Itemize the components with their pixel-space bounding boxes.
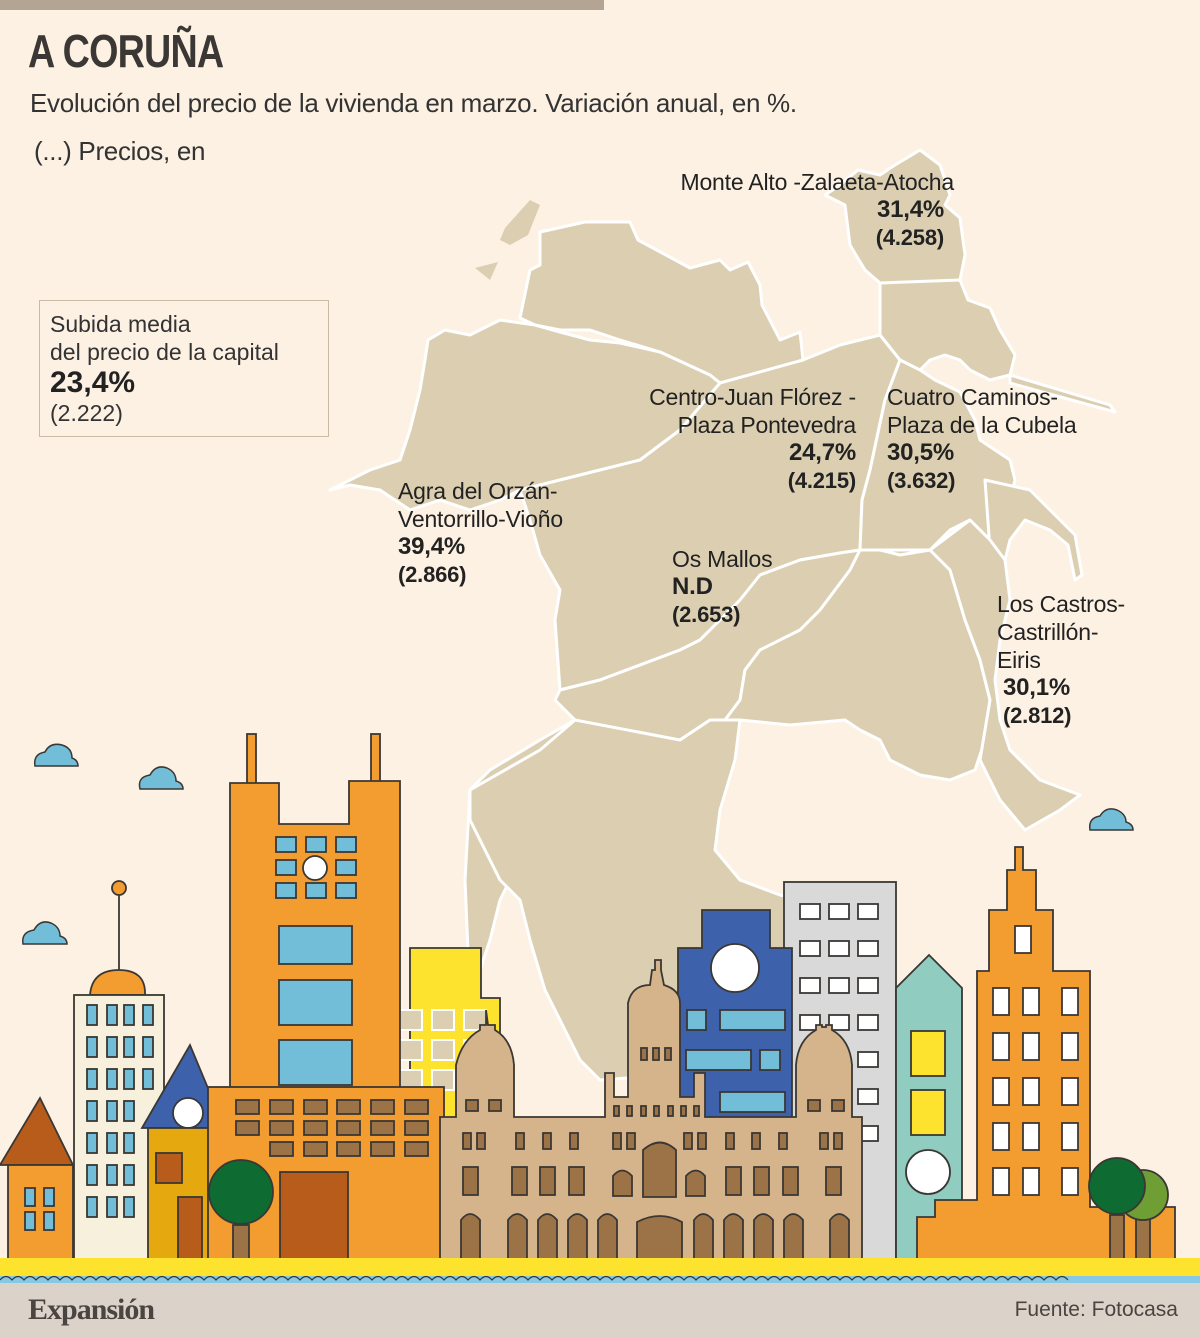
average-value: 23,4% bbox=[50, 366, 136, 399]
district-name: Centro-Juan Flórez - bbox=[649, 384, 856, 410]
district-label-agra-del-orzan: Agra del Orzán- Ventorrillo-Vioño 39,4% … bbox=[398, 477, 638, 589]
average-label-line1: Subida media bbox=[50, 311, 191, 337]
district-name: Agra del Orzán- bbox=[398, 478, 558, 504]
blue-roof-house bbox=[140, 1042, 216, 1261]
price-note: (...) Precios, en bbox=[34, 136, 206, 166]
footer: Expansión Fuente: Fotocasa bbox=[0, 1283, 1200, 1338]
district-pct: 31,4% bbox=[876, 196, 944, 223]
average-increase-box: Subida media del precio de la capital 23… bbox=[39, 300, 329, 437]
district-pct: 30,5% bbox=[887, 439, 955, 466]
district-name: Cuatro Caminos- bbox=[887, 384, 1058, 410]
district-label-centro: Centro-Juan Flórez - Plaza Pontevedra 24… bbox=[580, 383, 856, 495]
district-name: Os Mallos bbox=[672, 546, 773, 572]
top-accent-bar bbox=[0, 0, 604, 10]
district-name: Monte Alto -Zalaeta-Atocha bbox=[680, 169, 954, 195]
district-price: (2.812) bbox=[1003, 703, 1072, 728]
page-title: A CORUÑA bbox=[28, 25, 224, 77]
source-credit: Fuente: Fotocasa bbox=[1014, 1298, 1178, 1321]
blue-building bbox=[677, 909, 793, 1136]
skyline bbox=[0, 733, 1176, 1261]
district-price: (4.258) bbox=[875, 225, 945, 250]
cloud-icon bbox=[1088, 808, 1134, 831]
district-pct: 24,7% bbox=[788, 439, 856, 466]
district-label-los-castros: Los Castros- Castrillón- Eiris 30,1% (2.… bbox=[997, 590, 1177, 730]
tree-icon bbox=[208, 1159, 274, 1261]
cloud-icon bbox=[138, 766, 184, 790]
clouds bbox=[21, 743, 1134, 945]
city-hall-palace bbox=[439, 959, 863, 1261]
stepped-orange-tower bbox=[916, 846, 1176, 1261]
teal-house bbox=[895, 953, 963, 1261]
brand-logo: Expansión bbox=[28, 1293, 155, 1326]
district-label-os-mallos: Os Mallos N.D (2.653) bbox=[672, 545, 832, 629]
district-name: Castrillón- bbox=[997, 619, 1099, 645]
district-label-monte-alto: Monte Alto -Zalaeta-Atocha 31,4% (4.258) bbox=[600, 168, 954, 252]
tree-icon bbox=[1088, 1157, 1169, 1261]
district-name: Los Castros- bbox=[997, 591, 1125, 617]
average-price: (2.222) bbox=[50, 400, 123, 426]
subtitle: Evolución del precio de la vivienda en m… bbox=[30, 88, 797, 118]
district-price: (3.632) bbox=[887, 468, 956, 493]
average-label-line2: del precio de la capital bbox=[50, 339, 279, 365]
district-label-cuatro-caminos: Cuatro Caminos- Plaza de la Cubela 30,5%… bbox=[887, 383, 1137, 495]
district-pct: 30,1% bbox=[1003, 674, 1071, 701]
district-name: Plaza Pontevedra bbox=[677, 412, 857, 438]
wave-edge bbox=[0, 1275, 1069, 1281]
district-price: (2.866) bbox=[398, 562, 467, 587]
district-map bbox=[328, 148, 1117, 1082]
small-house-left bbox=[0, 1096, 75, 1261]
cloud-icon bbox=[33, 743, 79, 767]
district-name: Plaza de la Cubela bbox=[887, 412, 1077, 438]
district-price: (2.653) bbox=[672, 602, 741, 627]
district-pct: 39,4% bbox=[398, 533, 466, 560]
district-name: Eiris bbox=[997, 647, 1041, 673]
cloud-icon bbox=[21, 921, 68, 945]
district-price: (4.215) bbox=[787, 468, 857, 493]
district-name: Ventorrillo-Vioño bbox=[398, 506, 563, 532]
district-pct: N.D bbox=[672, 573, 713, 600]
